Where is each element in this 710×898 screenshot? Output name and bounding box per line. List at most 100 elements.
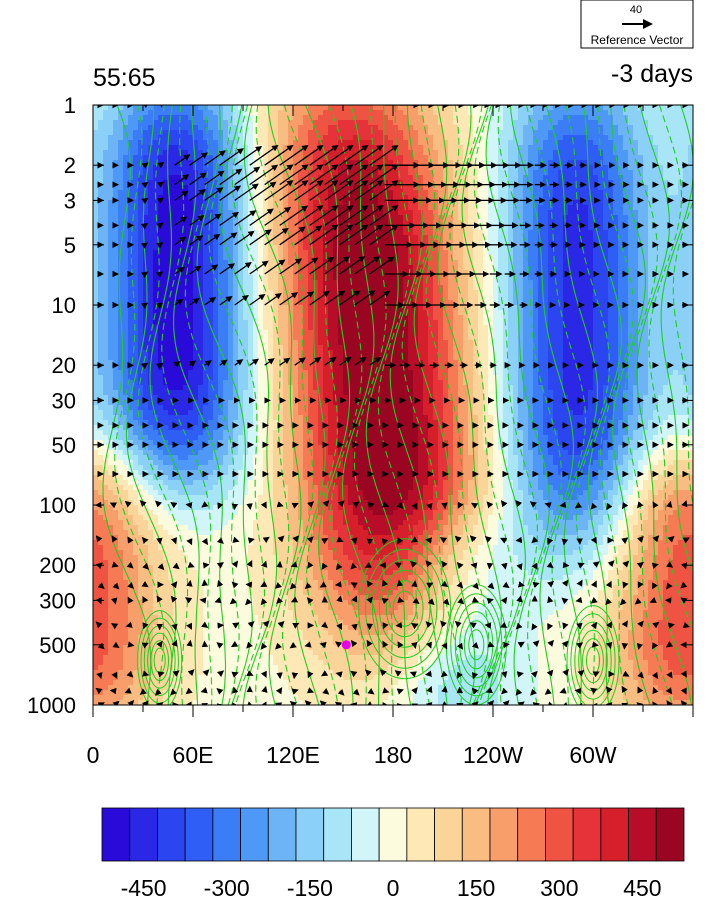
shade-cell: [553, 135, 559, 141]
shade-cell: [643, 295, 649, 301]
shade-cell: [508, 130, 514, 136]
shade-cell: [418, 135, 424, 141]
shade-cell: [108, 225, 114, 231]
shade-cell: [283, 120, 289, 126]
shade-cell: [528, 230, 534, 236]
shade-cell: [113, 230, 119, 236]
shade-cell: [553, 120, 559, 126]
shade-cell: [618, 220, 624, 226]
shade-cell: [618, 205, 624, 211]
shade-cell: [318, 125, 324, 131]
shade-cell: [433, 305, 439, 311]
shade-cell: [588, 185, 594, 191]
shade-cell: [448, 155, 454, 161]
shade-cell: [313, 240, 319, 246]
shade-cell: [558, 130, 564, 136]
shade-cell: [593, 125, 599, 131]
shade-cell: [178, 130, 184, 136]
shade-cell: [468, 295, 474, 301]
shade-cell: [183, 225, 189, 231]
shade-cell: [138, 260, 144, 266]
shade-cell: [593, 145, 599, 151]
shade-cell: [633, 280, 639, 286]
shade-cell: [293, 155, 299, 161]
shade-cell: [678, 225, 684, 231]
shade-cell: [228, 145, 234, 151]
shade-cell: [353, 135, 359, 141]
shade-cell: [193, 280, 199, 286]
shade-cell: [148, 290, 154, 296]
shade-cell: [393, 305, 399, 311]
shade-cell: [578, 285, 584, 291]
shade-cell: [478, 225, 484, 231]
shade-cell: [453, 145, 459, 151]
shade-cell: [493, 230, 499, 236]
shade-cell: [288, 260, 294, 266]
shade-cell: [518, 250, 524, 256]
shade-cell: [568, 210, 574, 216]
shade-cell: [228, 175, 234, 181]
shade-cell: [428, 135, 434, 141]
shade-cell: [223, 175, 229, 181]
shade-cell: [363, 170, 369, 176]
shade-cell: [373, 195, 379, 201]
shade-cell: [568, 205, 574, 211]
shade-cell: [373, 310, 379, 316]
shade-cell: [423, 305, 429, 311]
shade-cell: [278, 135, 284, 141]
shade-cell: [438, 255, 444, 261]
shade-cell: [558, 135, 564, 141]
shade-cell: [188, 170, 194, 176]
shade-cell: [448, 310, 454, 316]
shade-cell: [493, 250, 499, 256]
shade-cell: [683, 125, 689, 131]
shade-cell: [448, 305, 454, 311]
shade-cell: [313, 190, 319, 196]
shade-cell: [218, 250, 224, 256]
shade-cell: [493, 125, 499, 131]
shade-cell: [458, 205, 464, 211]
shade-cell: [363, 240, 369, 246]
shade-cell: [473, 105, 479, 111]
shade-cell: [688, 180, 693, 186]
shade-cell: [458, 305, 464, 311]
shade-cell: [553, 130, 559, 136]
shade-cell: [523, 115, 529, 121]
shade-cell: [648, 185, 654, 191]
shade-cell: [528, 255, 534, 261]
shade-cell: [498, 155, 504, 161]
shade-cell: [618, 250, 624, 256]
shade-cell: [148, 215, 154, 221]
shade-cell: [548, 290, 554, 296]
shade-cell: [388, 235, 394, 241]
shade-cell: [228, 240, 234, 246]
shade-cell: [313, 305, 319, 311]
shade-cell: [238, 240, 244, 246]
shade-cell: [208, 195, 214, 201]
shade-cell: [148, 165, 154, 171]
shade-cell: [403, 270, 409, 276]
shade-cell: [618, 155, 624, 161]
shade-cell: [123, 200, 129, 206]
shade-cell: [608, 305, 614, 311]
shade-cell: [208, 225, 214, 231]
shade-cell: [233, 260, 239, 266]
shade-cell: [103, 210, 109, 216]
shade-cell: [108, 170, 114, 176]
shade-cell: [393, 190, 399, 196]
shade-cell: [473, 175, 479, 181]
shade-cell: [358, 305, 364, 311]
shade-cell: [408, 235, 414, 241]
shade-cell: [533, 190, 539, 196]
shade-cell: [148, 305, 154, 311]
shade-cell: [428, 270, 434, 276]
shade-cell: [528, 270, 534, 276]
shade-cell: [193, 235, 199, 241]
shade-cell: [483, 215, 489, 221]
shade-cell: [223, 115, 229, 121]
shade-cell: [398, 125, 404, 131]
shade-cell: [313, 205, 319, 211]
shade-cell: [503, 230, 509, 236]
shade-cell: [263, 165, 269, 171]
shade-cell: [123, 150, 129, 156]
